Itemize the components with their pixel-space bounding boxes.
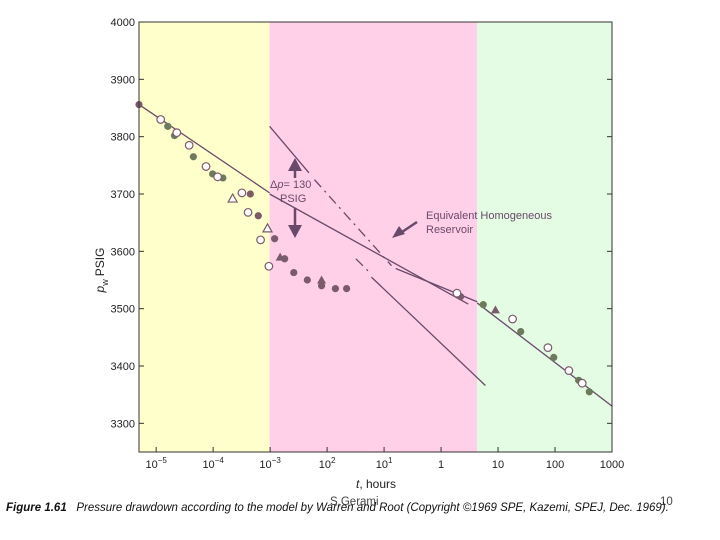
filled-circle-point-0-9 [343,285,351,293]
data-points [135,100,593,396]
x-tick-label-5: 1 [438,459,444,471]
y-axis-subscript: w [100,279,110,287]
footer-author: S.Gerami [330,496,379,508]
filled-triangle-point-3-1 [317,275,327,284]
y-axis-label: pw PSIG [93,248,110,294]
filled-circle-point-1-0 [164,122,172,130]
filled-circle-point-1-5 [479,301,487,309]
equivalent-label-line2: Reservoir [426,224,473,236]
region-0 [139,22,270,452]
delta-p-value: = 130 [283,179,311,191]
region-1 [269,22,478,452]
filled-circle-point-1-6 [517,328,525,336]
open-circle-point-2-10 [508,314,517,324]
delta-p-variable: p [276,179,283,191]
region-2 [477,22,612,452]
open-circle-point-2-1 [172,128,182,138]
filled-circle-point-0-3 [271,235,279,243]
x-tick-label-6: 10 [492,459,504,471]
delta-p-unit: PSIG [280,193,306,205]
open-triangle-point-4-0 [227,192,239,203]
pressure-drawdown-chart: Δp= 130 PSIG Equivalent Homogeneous Rese… [93,17,624,491]
filled-circle-point-0-1 [246,190,254,198]
x-axis-ticks: 10−5 10−4 10−3 102 101 1 10 100 1000 [145,447,624,471]
x-axis-label: t, hours [356,477,396,491]
equivalent-arrowhead [392,226,405,238]
plot-frame [138,21,613,453]
x-tick-label-0: 10−5 [145,456,167,471]
open-circle-point-2-12 [564,366,574,375]
line-equivalent-upper [269,125,310,174]
figure-caption-text: Pressure drawdown according to the model… [76,502,669,514]
figure-caption: Figure 1.61 Pressure drawdown according … [6,501,716,516]
y-axis-unit: PSIG [93,248,107,277]
annotations: Δp= 130 PSIG Equivalent Homogeneous Rese… [270,158,552,238]
delta-p-arrowhead-up [288,158,302,171]
y-tick-label-3: 3600 [111,246,135,258]
y-tick-label-4: 3700 [111,189,135,201]
x-tick-label-4: 101 [376,456,393,471]
open-circle-point-2-5 [237,188,247,198]
filled-circle-point-1-7 [550,353,558,361]
flow-regime-regions [139,22,612,452]
y-tick-label-6: 3900 [111,74,135,86]
x-tick-label-2: 10−3 [259,456,281,471]
open-circle-point-2-2 [184,140,194,150]
footer-page-number: 10 [660,496,673,508]
y-tick-label-5: 3800 [111,132,135,144]
filled-circle-point-0-5 [290,268,298,277]
filled-circle-point-0-7 [317,282,326,290]
open-circle-point-2-6 [243,207,253,217]
axes [138,21,613,453]
y-tick-label-7: 4000 [111,17,135,29]
x-axis-unit: , hours [359,477,396,491]
y-tick-label-0: 3300 [111,418,135,430]
y-tick-label-2: 3500 [111,304,135,316]
filled-circle-point-1-9 [585,388,593,396]
filled-triangle-point-3-0 [275,252,285,261]
filled-circle-point-0-8 [331,285,340,293]
equivalent-arrow-shaft [401,220,418,234]
open-circle-point-2-11 [543,343,553,353]
filled-circle-point-0-4 [281,255,289,263]
open-triangle-point-4-1 [261,222,274,233]
x-tick-label-3: 102 [319,456,336,471]
filled-triangle-point-3-2 [490,305,500,314]
open-circle-point-2-4 [213,172,223,182]
line-equivalent-upper-dash [313,179,392,267]
open-circle-point-2-7 [256,235,265,245]
filled-circle-point-1-2 [189,153,197,161]
y-tick-label-1: 3400 [111,361,135,373]
x-tick-label-1: 10−4 [202,456,224,471]
open-circle-point-2-8 [264,261,274,271]
open-circle-point-2-0 [156,115,166,124]
x-axis-variable: t [356,477,360,491]
y-axis-variable: p [93,285,107,293]
line-equivalent-lower [370,276,486,386]
open-circle-point-2-9 [452,288,462,298]
figure-label: Figure 1.61 [6,502,67,514]
open-circle-point-2-3 [201,162,211,171]
filled-circle-point-0-6 [303,276,311,284]
x-tick-label-8: 1000 [600,459,624,471]
y-axis-ticks: 3300 3400 3500 3600 3700 3800 3900 4000 [111,17,612,430]
delta-symbol: Δ [270,179,278,191]
open-circle-point-2-13 [577,378,587,388]
delta-p-label: Δp= 130 [270,179,311,191]
line-upper [269,193,469,305]
x-tick-label-7: 100 [546,459,564,471]
line-equivalent-lower-dash [355,258,372,275]
equivalent-label-line1: Equivalent Homogeneous [426,210,552,222]
filled-circle-point-0-2 [254,212,262,220]
delta-p-arrowhead-down [288,225,302,238]
